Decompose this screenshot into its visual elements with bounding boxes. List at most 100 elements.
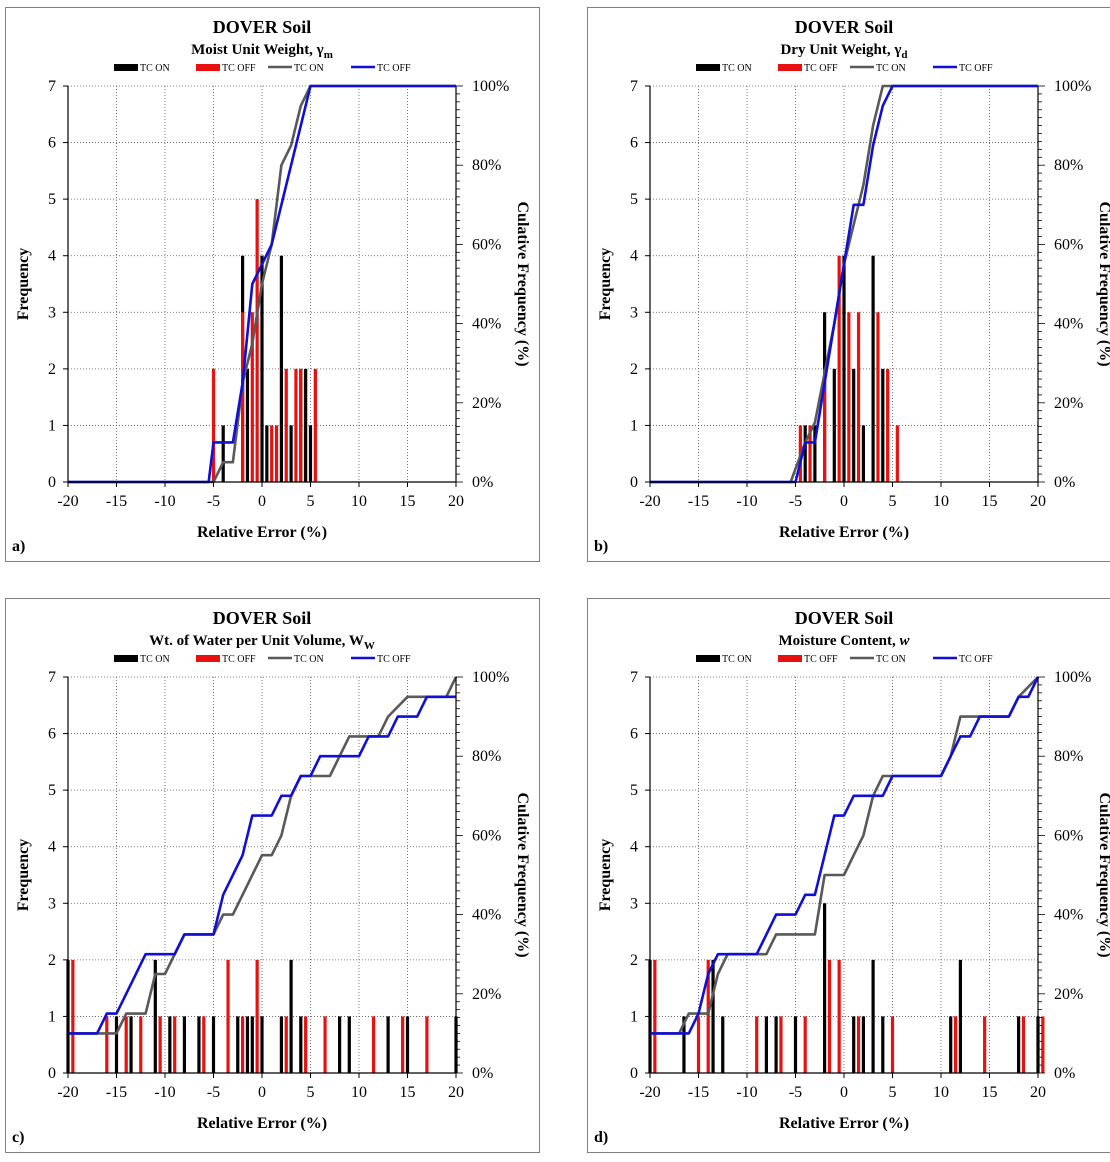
bar-tc-off (755, 1016, 759, 1073)
legend-label: TC OFF (804, 63, 838, 74)
bar-tc-off (299, 368, 303, 482)
chart-title: DOVER Soil (795, 608, 894, 628)
x-axis-label: Relative Error (%) (197, 524, 327, 541)
bar-tc-on (114, 1016, 119, 1073)
x-tick-label: 10 (351, 1084, 367, 1101)
y2-tick-label: 60% (1054, 827, 1083, 844)
bar-tc-on (338, 1016, 342, 1073)
y-tick-label: 5 (630, 191, 638, 208)
bar-tc-off (847, 312, 851, 482)
legend-label: TC ON (876, 63, 906, 74)
bar-tc-off (323, 1016, 327, 1073)
bar-tc-on (852, 368, 856, 482)
bar-tc-on (197, 1016, 201, 1073)
y-axis-label: Frequency (597, 839, 614, 912)
y-tick-label: 7 (630, 669, 638, 686)
y-tick-label: 7 (630, 78, 638, 95)
legend-label: TC ON (722, 654, 752, 665)
y-tick-label: 5 (48, 782, 56, 799)
x-tick-label: -5 (207, 493, 220, 510)
x-tick-label: 5 (307, 1084, 315, 1101)
y2-tick-label: 0% (472, 1065, 493, 1082)
y2-tick-label: 80% (1054, 157, 1083, 174)
x-axis-label: Relative Error (%) (779, 1115, 909, 1132)
y-axis-label: Frequency (15, 248, 32, 321)
bar-tc-on (304, 368, 308, 482)
series-line-tc-off (68, 84, 456, 484)
x-tick-label: 15 (400, 493, 416, 510)
x-tick-label: 15 (400, 1084, 416, 1101)
chart-panel-a: DOVER Soil Moist Unit Weight, γm TC ON TC O… (5, 7, 540, 562)
bar-tc-on (1017, 1016, 1021, 1073)
legend-label: TC OFF (959, 654, 993, 665)
legend-swatch (696, 655, 720, 662)
y2-tick-label: 100% (472, 78, 509, 95)
legend-label: TC ON (140, 63, 170, 74)
y-axis-label: Frequency (15, 839, 32, 912)
bar-tc-on (871, 959, 875, 1073)
bar-tc-off (856, 1016, 861, 1073)
panel-label: a) (12, 538, 25, 555)
legend-label: TC ON (722, 63, 752, 74)
bar-tc-off (895, 425, 899, 482)
y-tick-label: 3 (630, 304, 638, 321)
series-line-tc-on (68, 676, 458, 1035)
bar-tc-on (260, 255, 264, 482)
x-tick-label: -15 (106, 1084, 127, 1101)
chart-subtitle: Dry Unit Weight, γd (780, 42, 907, 61)
bar-tc-on (299, 1016, 303, 1073)
bar-tc-off (779, 1016, 783, 1073)
bar-tc-on (832, 368, 836, 482)
y2-tick-label: 100% (1054, 78, 1091, 95)
bar-tc-on (405, 1016, 410, 1073)
chart-subtitle: Moist Unit Weight, γm (191, 42, 333, 61)
bar-tc-off (284, 368, 288, 482)
legend-label: TC OFF (377, 63, 411, 74)
x-tick-label: 0 (258, 1084, 266, 1101)
bars (798, 255, 899, 482)
y-tick-label: 2 (48, 952, 56, 969)
bar-tc-off (255, 959, 259, 1073)
bar-tc-off (856, 312, 861, 482)
bar-tc-off (953, 1016, 958, 1073)
series-line-tc-on (68, 84, 456, 484)
bar-tc-on (842, 255, 846, 482)
y-tick-label: 4 (48, 839, 56, 856)
y2-tick-label: 80% (472, 748, 501, 765)
bar-tc-off (105, 1016, 109, 1073)
y2-tick-label: 100% (1054, 669, 1091, 686)
x-tick-label: -20 (639, 493, 660, 510)
legend-swatch (114, 655, 138, 662)
y2-tick-label: 20% (472, 986, 501, 1003)
legend-swatch (778, 64, 802, 71)
legend-label: TC OFF (222, 63, 256, 74)
legend-swatch (196, 655, 220, 662)
bar-tc-off (827, 959, 832, 1073)
y-tick-label: 4 (48, 248, 56, 265)
y2-tick-label: 60% (472, 827, 501, 844)
x-tick-label: 5 (889, 1084, 897, 1101)
x-tick-label: -20 (57, 1084, 78, 1101)
bar-tc-on (182, 1016, 186, 1073)
bar-tc-on (803, 425, 807, 482)
bar-tc-on (711, 959, 715, 1073)
y2-tick-label: 20% (472, 395, 501, 412)
legend-swatch (696, 64, 720, 71)
bar-tc-on (823, 903, 827, 1073)
x-tick-label: -15 (106, 493, 127, 510)
bar-tc-off (211, 368, 216, 482)
y2-axis-label: Culative Frequency (%) (514, 201, 531, 366)
bar-tc-on (861, 1016, 865, 1073)
y-tick-label: 2 (630, 361, 638, 378)
bar-tc-off (653, 959, 657, 1073)
bar-tc-on (949, 1016, 953, 1073)
bar-tc-off (803, 1016, 807, 1073)
bars (648, 903, 1045, 1073)
bar-tc-off (823, 368, 827, 482)
chart-panel-d: DOVER Soil Moisture Content, w TC ON TC OFF… (587, 598, 1110, 1153)
x-tick-label: 10 (933, 1084, 949, 1101)
bar-tc-off (139, 1016, 143, 1073)
bar-tc-off (241, 1016, 245, 1073)
x-tick-label: 15 (982, 1084, 998, 1101)
bar-tc-on (813, 425, 817, 482)
